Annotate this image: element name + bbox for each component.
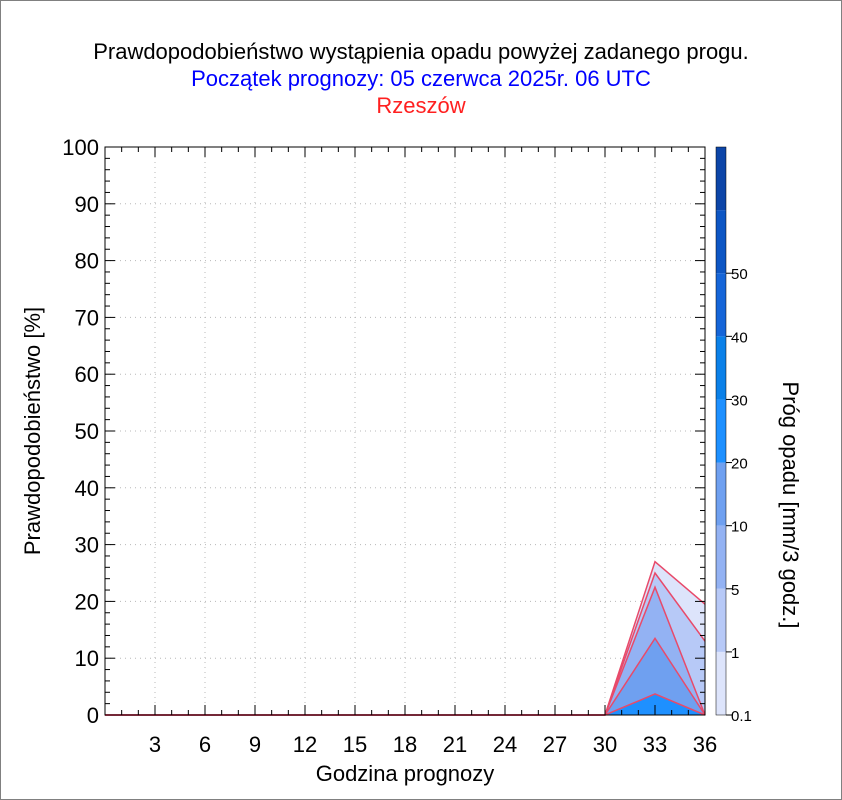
colorbar-tick-label: 0.1 [731, 708, 752, 725]
colorbar-label: Próg opadu [mm/3 godz.] [778, 381, 803, 628]
x-tick-label: 12 [293, 732, 317, 757]
y-tick-label: 100 [62, 135, 99, 160]
x-tick-label: 18 [393, 732, 417, 757]
colorbar-tick-label: 1 [731, 645, 739, 662]
x-tick-label: 30 [593, 732, 617, 757]
grid [105, 146, 705, 715]
series-area-5 [105, 587, 705, 715]
colorbar-tick-label: 20 [731, 456, 748, 473]
colorbar-tick-label: 30 [731, 392, 748, 409]
series-area-20 [105, 693, 705, 715]
colorbar-tick-label: 5 [731, 582, 739, 599]
y-tick-label: 60 [75, 362, 99, 387]
chart-location: Rzeszów [376, 93, 466, 118]
colorbar-segment [716, 147, 726, 211]
x-tick-label: 3 [149, 732, 161, 757]
y-tick-label: 50 [75, 419, 99, 444]
colorbar-segment [716, 525, 726, 589]
y-tick-label: 40 [75, 476, 99, 501]
y-tick-label: 80 [75, 249, 99, 274]
colorbar-segment [716, 651, 726, 715]
y-tick-label: 10 [75, 646, 99, 671]
y-axis-label: Prawdopodobieństwo [%] [20, 307, 45, 555]
colorbar-tick-label: 50 [731, 266, 748, 283]
chart-title: Prawdopodobieństwo wystąpienia opadu pow… [93, 39, 749, 64]
x-tick-label: 27 [543, 732, 567, 757]
colorbar-frame [715, 146, 727, 716]
x-axis-label: Godzina prognozy [316, 761, 495, 786]
colorbar-segment [716, 273, 726, 337]
x-tick-label: 24 [493, 732, 517, 757]
x-tick-label: 36 [693, 732, 717, 757]
colorbar: 0.1 1 5 10 20 30 40 50 [715, 146, 752, 725]
chart-title-block: Prawdopodobieństwo wystąpienia opadu pow… [0, 38, 842, 119]
chart-subtitle: Początek prognozy: 05 czerwca 2025r. 06 … [191, 66, 651, 91]
x-tick-label: 21 [443, 732, 467, 757]
colorbar-tick-label: 10 [731, 519, 748, 536]
colorbar-segment [716, 462, 726, 526]
x-tick-label: 6 [199, 732, 211, 757]
colorbar-segment [716, 399, 726, 463]
colorbar-segment [716, 588, 726, 652]
colorbar-segment [716, 210, 726, 274]
x-tick-label: 33 [643, 732, 667, 757]
y-tick-label: 20 [75, 589, 99, 614]
x-tick-label: 9 [249, 732, 261, 757]
y-tick-label: 0 [87, 703, 99, 728]
colorbar-tick-label: 40 [731, 329, 748, 346]
y-tick-label: 90 [75, 192, 99, 217]
series-areas [105, 560, 706, 716]
colorbar-segment [716, 336, 726, 400]
y-tick-label: 30 [75, 533, 99, 558]
x-tick-label: 15 [343, 732, 367, 757]
y-tick-label: 70 [75, 305, 99, 330]
series-area-10 [105, 638, 705, 715]
